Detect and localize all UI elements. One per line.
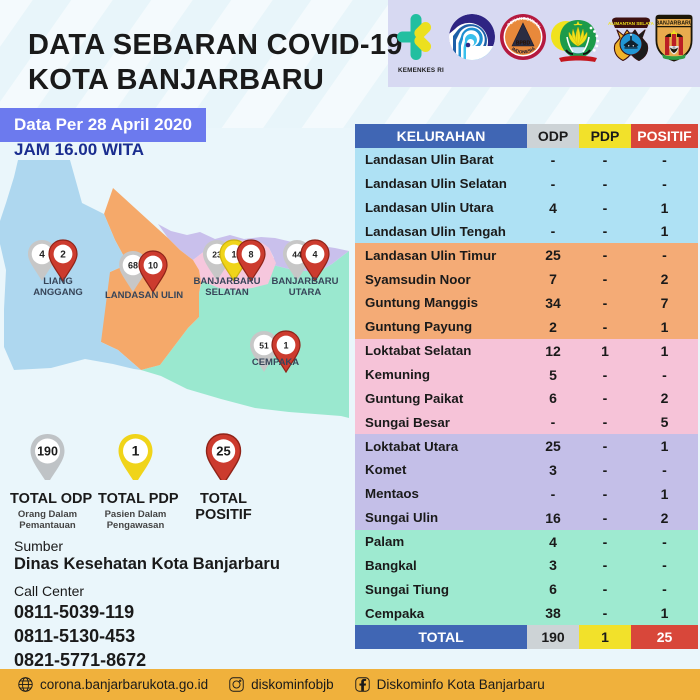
svg-text:25: 25 bbox=[216, 444, 230, 459]
svg-text:BANJARBARU: BANJARBARU bbox=[655, 20, 693, 26]
svg-text:190: 190 bbox=[37, 445, 58, 459]
svg-text:4: 4 bbox=[39, 250, 45, 261]
svg-text:4: 4 bbox=[312, 250, 317, 260]
svg-text:2: 2 bbox=[60, 250, 66, 261]
svg-text:1: 1 bbox=[283, 341, 288, 351]
svg-text:10: 10 bbox=[148, 261, 158, 271]
svg-text:BPBD: BPBD bbox=[516, 41, 531, 47]
svg-text:8: 8 bbox=[248, 250, 253, 260]
svg-text:51: 51 bbox=[259, 341, 269, 351]
svg-text:1: 1 bbox=[231, 250, 236, 260]
svg-text:KALIMANTAN SELATAN: KALIMANTAN SELATAN bbox=[608, 21, 654, 26]
svg-text:1: 1 bbox=[132, 443, 140, 459]
svg-text:68: 68 bbox=[128, 261, 138, 271]
